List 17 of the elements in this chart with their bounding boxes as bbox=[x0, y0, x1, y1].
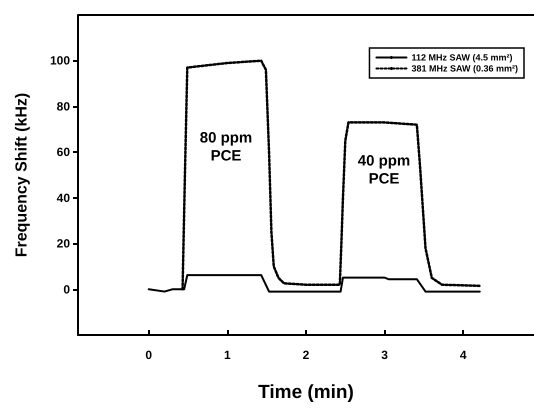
x-axis-title: Time (min) bbox=[258, 382, 354, 403]
legend-label: 381 MHz SAW (0.36 mm²) bbox=[411, 64, 518, 74]
y-tick-label: 100 bbox=[50, 54, 70, 68]
x-tick-label: 4 bbox=[460, 348, 467, 362]
y-axis-title: Frequency Shift (kHz) bbox=[14, 92, 30, 258]
x-tick-label: 3 bbox=[381, 348, 388, 362]
y-tick-label: 60 bbox=[56, 145, 70, 160]
legend-label: 112 MHz SAW (4.5 mm²) bbox=[411, 52, 513, 62]
x-tick-label: 2 bbox=[302, 348, 310, 362]
x-tick-label: 0 bbox=[145, 348, 152, 362]
y-tick-label: 40 bbox=[56, 190, 70, 205]
y-tick-label: 0 bbox=[63, 282, 70, 296]
y-tick-label: 80 bbox=[56, 99, 70, 114]
annotation: 40 ppm PCE bbox=[358, 152, 410, 188]
y-tick-label: 20 bbox=[56, 236, 70, 251]
x-tick-label: 1 bbox=[224, 348, 232, 362]
annotation: 80 ppm PCE bbox=[200, 130, 252, 164]
